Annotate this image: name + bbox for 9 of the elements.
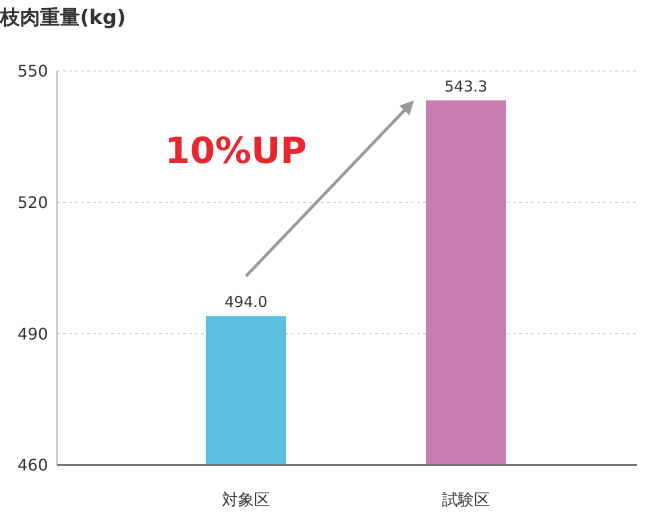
y-tick-label: 460 [17, 456, 48, 475]
x-tick-label: 試験区 [442, 490, 490, 509]
annotation: 10%UP [165, 131, 307, 172]
y-tick-label: 550 [17, 62, 48, 81]
data-label: 543.3 [444, 77, 488, 96]
y-tick-label: 520 [17, 192, 48, 212]
data-label: 494.0 [224, 293, 268, 312]
y-tick-label: 490 [17, 324, 48, 344]
x-tick-label: 対象区 [222, 490, 270, 509]
